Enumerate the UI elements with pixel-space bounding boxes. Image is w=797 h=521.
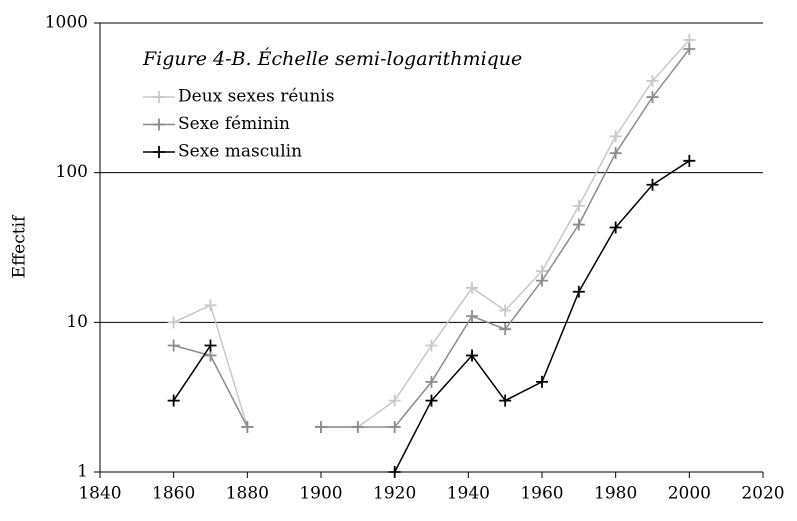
x-tick-label: 1900 [299,484,342,504]
point-marker [167,316,180,329]
y-axis-label: Effectif [10,214,30,278]
point-marker [572,285,585,298]
point-marker [609,130,622,143]
x-tick-label: 1940 [447,484,490,504]
x-tick-label: 1960 [520,484,563,504]
point-marker [167,339,180,352]
point-marker [466,310,479,323]
point-marker [388,394,401,407]
point-marker [536,375,548,388]
point-marker [536,274,548,287]
legend-marker [153,118,165,131]
legend-label: Sexe féminin [178,114,290,134]
point-marker [241,420,254,433]
series-line [173,160,690,473]
point-marker [388,466,401,478]
legend-label: Deux sexes réunis [178,87,334,107]
point-marker [425,375,438,388]
point-marker [351,420,364,433]
point-marker [646,178,659,191]
point-marker [388,420,401,433]
point-marker [646,91,659,104]
point-marker [204,299,217,312]
point-marker [466,349,479,362]
x-tick-label: 2000 [668,484,711,504]
y-tick-label: 1000 [45,13,88,33]
x-tick-label: 1860 [152,484,195,504]
chart-title: Figure 4-B. Échelle semi-logarithmique [142,47,522,70]
point-marker [204,339,217,352]
point-marker [167,394,180,407]
point-marker [683,154,696,167]
x-tick-label: 2020 [741,484,784,504]
point-marker [572,199,585,212]
point-marker [609,221,622,234]
x-tick-label: 1840 [78,484,121,504]
x-tick-label: 1880 [226,484,269,504]
point-marker [425,339,438,352]
x-tick-label: 1920 [373,484,416,504]
x-tick-label: 1980 [594,484,637,504]
point-marker [204,349,217,362]
y-tick-label: 10 [66,312,88,332]
y-tick-label: 100 [56,162,88,182]
point-marker [466,281,479,294]
y-tick-label: 1 [77,462,88,482]
point-marker [609,147,622,160]
point-marker [646,74,659,87]
legend-marker [153,146,165,158]
point-marker [499,323,512,336]
point-marker [499,394,512,407]
point-marker [572,218,585,231]
point-marker [499,304,512,317]
legend-label: Sexe masculin [178,142,302,162]
legend-marker [153,91,165,103]
point-marker [315,420,327,433]
point-marker [425,394,438,407]
point-marker [683,43,696,56]
